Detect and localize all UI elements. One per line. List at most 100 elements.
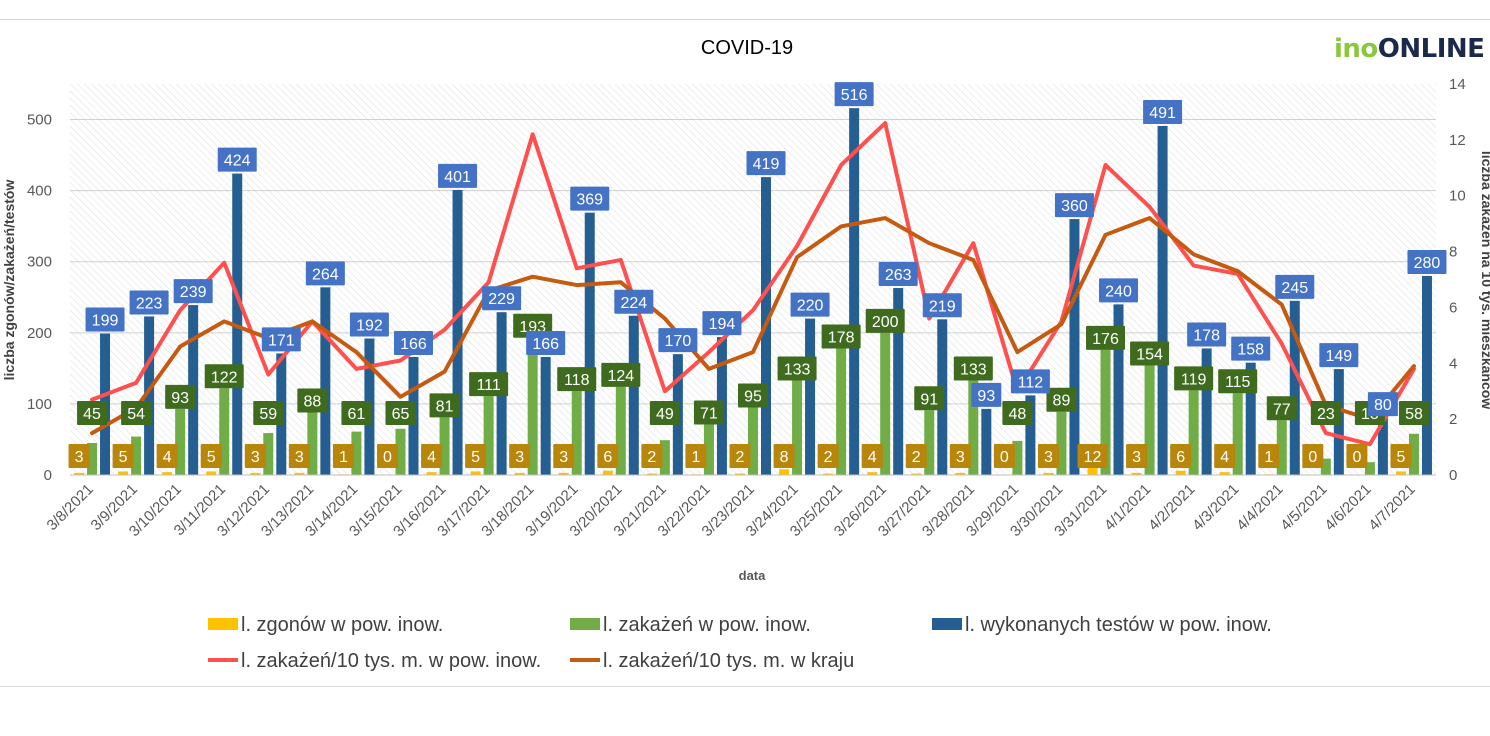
data-label-deaths: 3 xyxy=(295,449,304,466)
bar-deaths xyxy=(470,471,481,475)
bar-infections xyxy=(748,407,758,475)
data-label-bg-deaths xyxy=(729,444,751,468)
bar-deaths xyxy=(1219,472,1230,475)
data-label-bg-infections xyxy=(1130,341,1170,366)
data-label-bg-tests xyxy=(261,327,301,352)
data-label-bg-deaths xyxy=(1214,444,1236,468)
data-label-tests: 199 xyxy=(92,313,119,330)
bar-deaths xyxy=(1131,472,1142,475)
data-label-bg-tests xyxy=(702,311,742,336)
bar-tests xyxy=(1289,300,1300,475)
bar-data-labels: 3 5 4 5 3 3 1 0 4 5 3 3 6 2 1 2 8 2 4 2 3 0 3 12 3 6 4 1 0 0 545 549312… xyxy=(68,82,1447,468)
bar-deaths xyxy=(558,472,569,475)
bar-deaths xyxy=(735,473,745,475)
bar-tests xyxy=(1157,125,1168,475)
data-label-deaths: 3 xyxy=(1044,449,1053,466)
data-label-bg-tests xyxy=(1099,278,1139,303)
data-label-bg-deaths xyxy=(1390,444,1412,468)
data-label-bg-infections xyxy=(204,364,244,389)
data-label-bg-tests xyxy=(1187,322,1227,347)
data-label-deaths: 4 xyxy=(163,449,172,466)
y-axis-right: 0 2 4 6 8 10 12 14 xyxy=(1449,76,1466,484)
legend-country-rate-label: l. zakażeń/10 tys. m. w kraju xyxy=(603,650,854,672)
bar-tests xyxy=(805,318,816,475)
data-label-bg-deaths xyxy=(861,444,883,468)
data-label-deaths: 1 xyxy=(1264,449,1273,466)
data-label-bg-infections xyxy=(1398,401,1429,425)
legend-county-rate-label: l. zakażeń/10 tys. m. w pow. inow. xyxy=(241,650,541,672)
data-label-bg-infections xyxy=(1266,396,1297,421)
data-label-deaths: 2 xyxy=(824,449,833,466)
y-tick-label-right: 8 xyxy=(1449,244,1457,261)
bar-deaths xyxy=(646,473,657,475)
data-label-tests: 280 xyxy=(1414,255,1441,272)
data-label-deaths: 5 xyxy=(471,449,480,466)
data-label-tests: 245 xyxy=(1281,280,1308,297)
data-label-infections: 81 xyxy=(436,398,454,415)
data-label-bg-tests xyxy=(834,82,874,107)
data-label-bg-deaths xyxy=(112,444,134,468)
data-label-tests: 516 xyxy=(841,87,868,104)
data-label-infections: 119 xyxy=(1181,371,1207,388)
legend-tests-swatch xyxy=(932,618,962,630)
data-label-bg-infections xyxy=(253,401,284,425)
data-label-tests: 369 xyxy=(576,192,603,209)
bar-deaths xyxy=(118,471,129,475)
bar-deaths xyxy=(74,472,85,475)
data-label-bg-deaths xyxy=(509,444,531,468)
data-label-bg-deaths xyxy=(905,444,927,468)
data-label-bg-tests xyxy=(1367,392,1398,417)
lines xyxy=(90,121,1416,447)
bar-tests xyxy=(1113,304,1124,475)
bar-infections xyxy=(131,436,142,475)
data-label-bg-infections xyxy=(77,401,108,425)
x-tick-label: 4/5/2021 xyxy=(1277,481,1330,534)
x-tick-label: 4/2/2021 xyxy=(1145,481,1198,534)
data-label-tests: 149 xyxy=(1325,348,1352,365)
y-tick-label-left: 100 xyxy=(27,396,52,413)
data-label-bg-infections xyxy=(429,393,460,418)
data-label-bg-infections xyxy=(777,356,817,381)
bar-deaths xyxy=(514,472,525,475)
data-label-infections: 154 xyxy=(1136,347,1163,364)
frame-bottom-border xyxy=(0,686,1490,687)
bar-tests xyxy=(849,108,860,476)
data-label-deaths: 3 xyxy=(515,449,524,466)
data-label-bg-deaths xyxy=(1126,444,1148,468)
data-label-infections: 23 xyxy=(1317,406,1335,423)
data-label-bg-infections xyxy=(557,367,597,392)
bar-infections xyxy=(1232,393,1243,475)
data-label-bg-infections xyxy=(1174,366,1214,391)
data-label-infections: 93 xyxy=(171,390,189,407)
data-label-bg-infections xyxy=(297,388,328,413)
data-label-deaths: 2 xyxy=(912,449,921,466)
data-label-infections: 115 xyxy=(1225,374,1251,391)
data-label-infections: 122 xyxy=(211,369,238,386)
data-label-bg-tests xyxy=(173,279,213,304)
data-label-tests: 360 xyxy=(1061,198,1088,215)
data-label-tests: 419 xyxy=(753,156,780,173)
data-label-tests: 240 xyxy=(1105,283,1132,300)
data-label-deaths: 4 xyxy=(868,449,877,466)
data-label-deaths: 5 xyxy=(1397,449,1406,466)
data-label-bg-tests xyxy=(1275,274,1315,299)
bar-deaths xyxy=(823,473,834,475)
bar-infections xyxy=(1320,458,1331,475)
data-label-bg-deaths xyxy=(68,444,90,468)
bar-infections xyxy=(1276,420,1287,475)
data-label-deaths: 0 xyxy=(1352,449,1361,466)
data-label-bg-infections xyxy=(821,324,861,349)
bar-deaths xyxy=(162,472,173,475)
bar-tests xyxy=(628,315,639,475)
bar-tests xyxy=(893,288,904,475)
data-label-infections: 58 xyxy=(1405,406,1423,423)
data-label-infections: 133 xyxy=(784,361,811,378)
bar-tests xyxy=(981,408,992,475)
data-label-tests: 220 xyxy=(797,298,824,315)
data-label-tests: 178 xyxy=(1193,327,1220,344)
data-label-infections: 54 xyxy=(127,406,145,423)
data-label-bg-tests xyxy=(305,261,345,286)
data-label-bg-tests xyxy=(1010,369,1050,394)
data-label-bg-tests xyxy=(482,286,522,311)
